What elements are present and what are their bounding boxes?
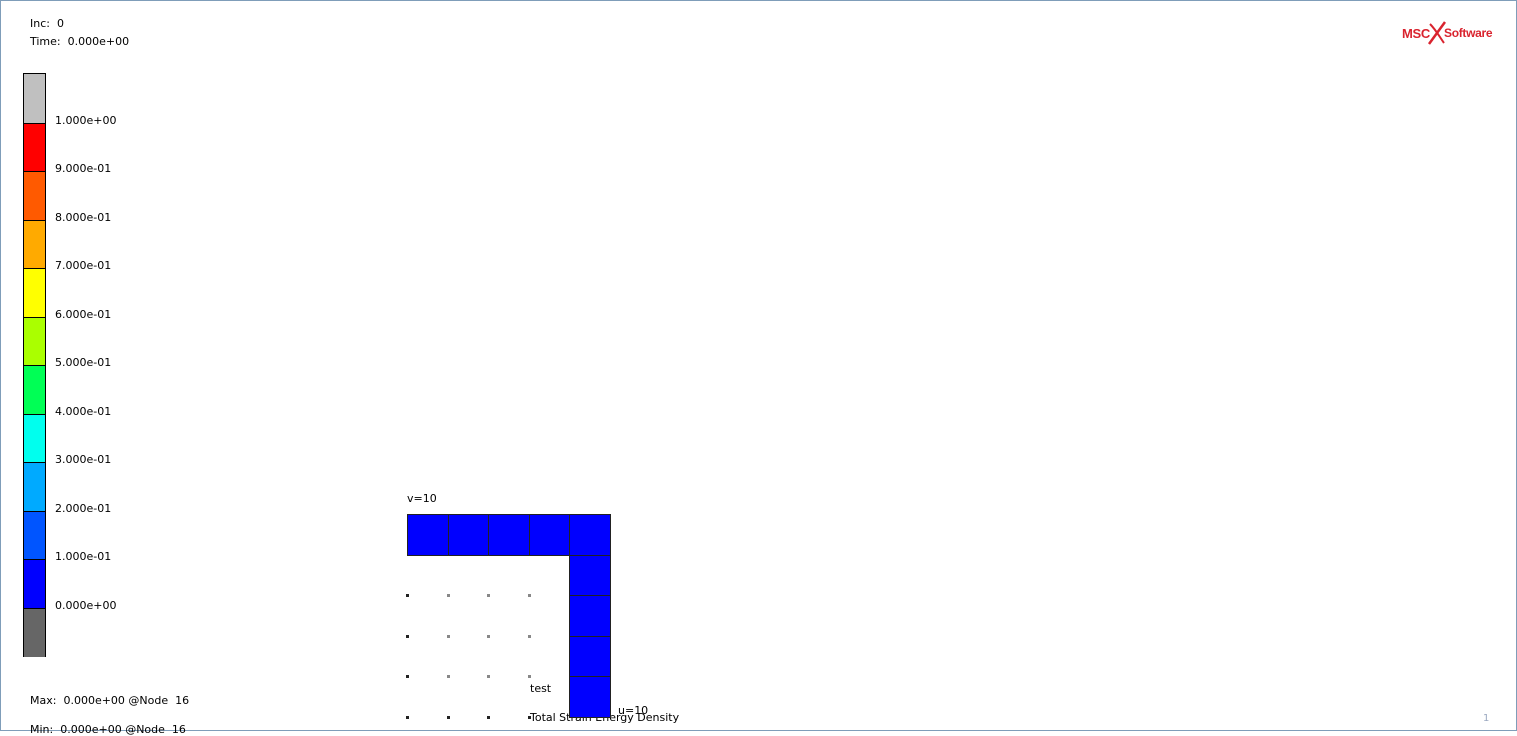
legend-swatch (24, 510, 45, 560)
legend-tick-label: 2.000e-01 (55, 501, 112, 515)
mesh-node[interactable] (406, 675, 409, 678)
legend-swatch (24, 171, 45, 221)
mesh-node[interactable] (527, 594, 531, 597)
finite-element[interactable] (569, 595, 611, 637)
finite-element[interactable] (447, 514, 489, 556)
mesh-node[interactable] (446, 675, 450, 678)
mesh-node[interactable] (487, 715, 490, 719)
finite-element[interactable] (488, 514, 530, 556)
inc-value: 0 (56, 17, 64, 30)
finite-element[interactable] (569, 554, 611, 596)
increment-readout: Inc: 0 (23, 6, 64, 30)
legend-swatch (24, 268, 45, 318)
boundary-label-v: v=10 (407, 492, 437, 505)
min-readout: Min: 0.000e+00 @Node 16 (23, 712, 186, 736)
legend-tick-label: 1.000e+00 (55, 113, 117, 127)
min-label: Min: (30, 723, 54, 736)
finite-element[interactable] (569, 635, 611, 677)
inc-label: Inc: (30, 17, 50, 30)
page-number: 1 (1483, 713, 1490, 724)
legend-tick-label: 7.000e-01 (55, 259, 112, 272)
mesh-node[interactable] (406, 715, 409, 719)
logo-left-text: MSC (1402, 26, 1430, 41)
legend-tick-label: 9.000e-01 (55, 162, 112, 175)
mesh-node[interactable] (487, 675, 490, 678)
job-name: test (530, 682, 552, 695)
legend-swatch (24, 122, 45, 172)
time-readout: Time: 0.000e+00 (23, 24, 129, 48)
legend-tick-label: 4.000e-01 (55, 404, 112, 418)
mesh-node[interactable] (487, 634, 490, 638)
mesh-node[interactable] (446, 634, 450, 638)
finite-element[interactable] (528, 514, 570, 556)
legend-tick-label: 8.000e-01 (55, 210, 112, 224)
msc-software-logo: MSC Software (1402, 20, 1502, 46)
finite-element[interactable] (569, 514, 611, 556)
legend-swatch (24, 413, 45, 463)
legend-swatch (24, 74, 45, 123)
finite-element[interactable] (569, 676, 611, 718)
logo-swoosh-icon (1427, 21, 1447, 45)
min-value: 0.000e+00 @Node 16 (60, 723, 186, 736)
mesh-node[interactable] (406, 594, 409, 597)
max-readout: Max: 0.000e+00 @Node 16 (23, 683, 189, 707)
mesh-node[interactable] (527, 675, 531, 678)
mesh-node[interactable] (527, 634, 531, 638)
legend-tick-label: 3.000e-01 (55, 453, 112, 466)
mesh-node[interactable] (446, 715, 450, 719)
mesh-node[interactable] (527, 715, 531, 719)
mesh-node[interactable] (406, 634, 409, 638)
legend-swatch (24, 559, 45, 609)
time-value: 0.000e+00 (67, 35, 130, 48)
legend-swatch (24, 316, 45, 366)
legend-swatch (24, 607, 45, 657)
legend-tick-label: 5.000e-01 (55, 356, 112, 369)
time-label: Time: (30, 35, 61, 48)
legend-swatch (24, 462, 45, 512)
boundary-label-u: u=10 (618, 704, 649, 717)
mesh-node[interactable] (487, 594, 490, 597)
finite-element[interactable] (407, 514, 449, 556)
legend-tick-label: 1.000e-01 (55, 550, 112, 563)
max-value: 0.000e+00 @Node 16 (63, 694, 190, 707)
legend-color-bar (23, 73, 46, 657)
logo-right-text: Software (1444, 26, 1493, 40)
max-label: Max: (30, 694, 57, 707)
legend-tick-label: 6.000e-01 (55, 307, 112, 321)
legend-swatch (24, 365, 45, 415)
legend-swatch (24, 219, 45, 269)
legend-tick-label: 0.000e+00 (55, 598, 117, 612)
mesh-node[interactable] (446, 594, 450, 597)
